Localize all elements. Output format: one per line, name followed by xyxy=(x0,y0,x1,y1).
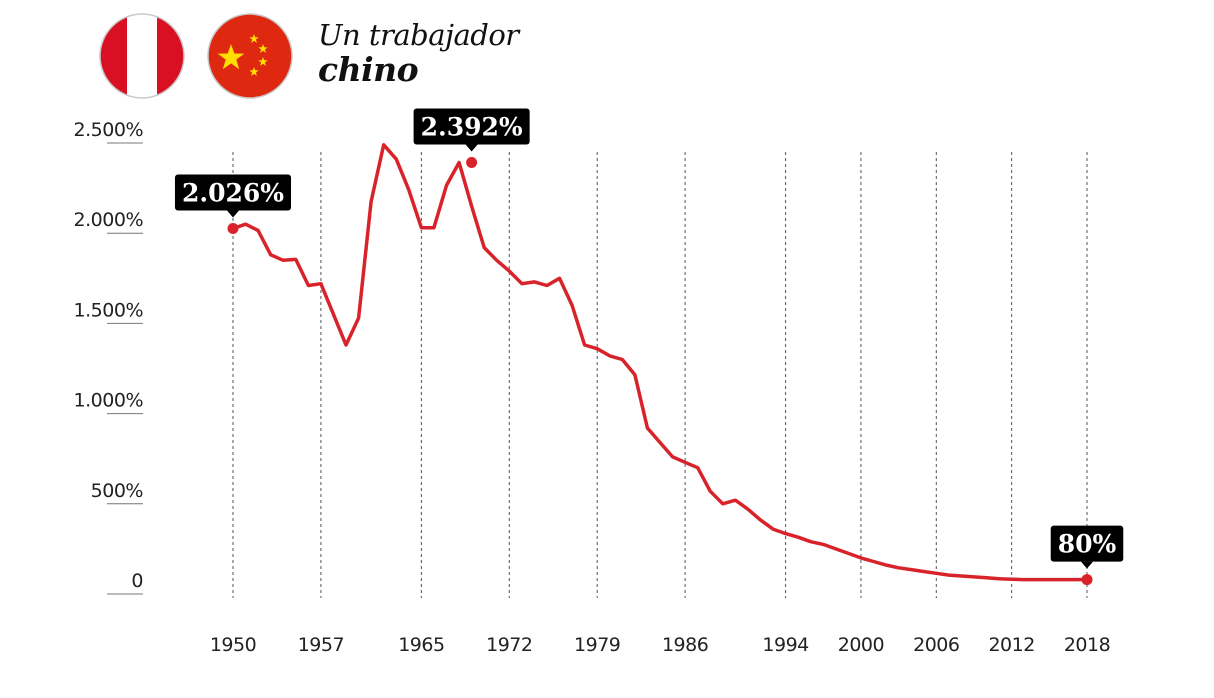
x-tick-label: 1950 xyxy=(210,634,256,656)
annotation-callout: 80% xyxy=(1050,525,1124,569)
annotation-label: 2.392% xyxy=(421,112,523,141)
annotation-label: 2.026% xyxy=(182,179,284,208)
x-tick-label: 2012 xyxy=(988,634,1034,656)
annotation-box xyxy=(1050,525,1124,562)
series-line xyxy=(231,143,1089,582)
y-tick-label: 1.000% xyxy=(74,390,143,412)
x-tick-label: 1986 xyxy=(662,634,708,656)
x-tick-label: 1972 xyxy=(486,634,532,656)
x-axis: 1950 1957 1965 1972 1979 1986 1994 2000 2006 2012… xyxy=(210,634,1111,656)
y-tick-label: 0 xyxy=(131,570,143,592)
x-tick-label: 2000 xyxy=(838,634,884,656)
y-tick-label: 2.500% xyxy=(74,119,143,141)
x-tick-label: 1994 xyxy=(762,634,809,656)
series-group xyxy=(231,143,1089,582)
annotation-pointer xyxy=(1081,561,1093,569)
annotation-point xyxy=(1081,574,1093,586)
annotation-callout: 2.026% xyxy=(174,174,292,218)
china-flag-icon xyxy=(207,13,293,99)
y-tick-label: 1.500% xyxy=(74,299,143,321)
grid-lines xyxy=(232,152,1088,598)
y-tick-label: 2.000% xyxy=(74,209,143,231)
y-axis: 0 500% 1.000% 1.500% 2.000% 2.500% xyxy=(74,119,144,595)
x-tick-label: 1979 xyxy=(574,634,620,656)
peru-flag-icon xyxy=(99,13,185,99)
annotation-point xyxy=(227,223,239,235)
annotation-box xyxy=(174,174,292,211)
y-tick-label: 500% xyxy=(91,480,143,502)
annotation-pointer xyxy=(465,144,478,152)
annotation-callout: 2.392% xyxy=(413,108,530,152)
annotation-box xyxy=(413,108,530,145)
callouts: 2.026% 2.392% 80% xyxy=(174,108,1124,586)
flags-group xyxy=(98,12,298,104)
annotation-pointer xyxy=(227,210,239,218)
title-line-1: Un trabajador xyxy=(318,18,519,52)
x-tick-label: 1957 xyxy=(298,634,344,656)
annotation-label: 80% xyxy=(1058,530,1117,559)
x-tick-label: 2006 xyxy=(913,634,959,656)
x-tick-label: 1965 xyxy=(398,634,444,656)
chart-title: Un trabajador chino xyxy=(318,18,519,88)
x-tick-label: 2018 xyxy=(1064,634,1110,656)
title-line-2: chino xyxy=(318,50,419,89)
annotation-point xyxy=(466,156,478,168)
